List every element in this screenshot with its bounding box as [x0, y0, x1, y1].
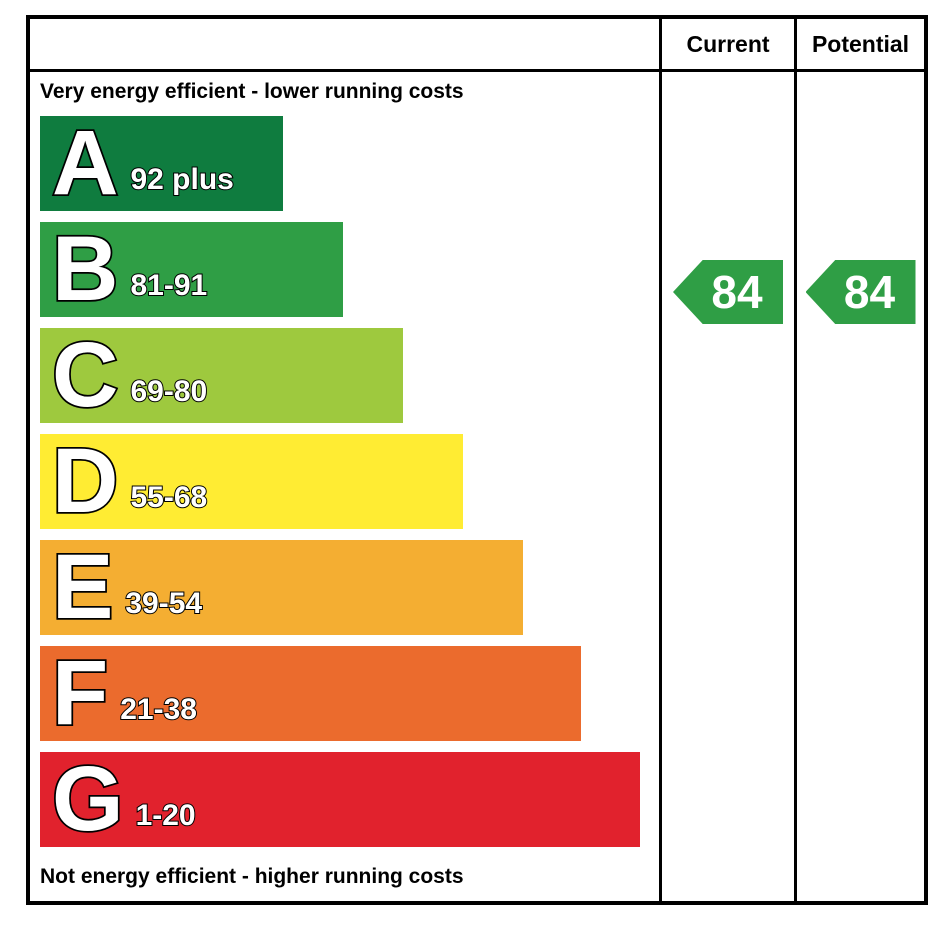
- band-g: G 1-20: [40, 747, 640, 850]
- band-f-letter: F: [50, 641, 110, 744]
- band-b: B 81-91: [40, 217, 343, 320]
- current-rating-value: 84: [711, 266, 763, 318]
- band-b-range: 81-91: [129, 268, 208, 303]
- band-scale-area: Very energy efficient - lower running co…: [30, 72, 659, 901]
- band-e-range: 39-54: [124, 586, 203, 621]
- header-spacer: [30, 19, 659, 72]
- band-e: E 39-54: [40, 535, 523, 638]
- band-g-range: 1-20: [135, 798, 197, 833]
- band-a-range: 92 plus: [129, 162, 234, 197]
- band-b-letter: B: [50, 217, 120, 320]
- band-a: A 92 plus: [40, 111, 283, 214]
- bottom-caption: Not energy efficient - higher running co…: [40, 865, 464, 888]
- band-d-letter: D: [50, 429, 120, 532]
- top-caption: Very energy efficient - lower running co…: [40, 80, 464, 103]
- band-f: F 21-38: [40, 641, 581, 744]
- header-current: Current: [659, 19, 794, 72]
- band-f-range: 21-38: [119, 692, 198, 727]
- band-d-range: 55-68: [129, 480, 208, 515]
- current-rating-column: 84: [659, 72, 794, 901]
- potential-rating-column: 84: [794, 72, 924, 901]
- band-c: C 69-80: [40, 323, 403, 426]
- band-d: D 55-68: [40, 429, 463, 532]
- band-c-range: 69-80: [129, 374, 208, 409]
- band-c-letter: C: [50, 323, 120, 426]
- potential-rating-value: 84: [843, 266, 896, 318]
- current-column-label: Current: [686, 30, 770, 57]
- potential-column-label: Potential: [811, 30, 910, 57]
- potential-rating-arrow-icon: 84: [805, 260, 916, 324]
- header-potential: Potential: [794, 19, 924, 72]
- band-list: A 92 plus B 81-91 C 69-80 D 55-68 E 39: [40, 111, 659, 858]
- band-a-letter: A: [50, 111, 120, 214]
- band-e-letter: E: [50, 535, 115, 638]
- rating-table: Current Potential Very energy efficient …: [26, 15, 928, 905]
- current-rating-arrow-icon: 84: [673, 260, 783, 324]
- band-g-letter: G: [50, 747, 125, 850]
